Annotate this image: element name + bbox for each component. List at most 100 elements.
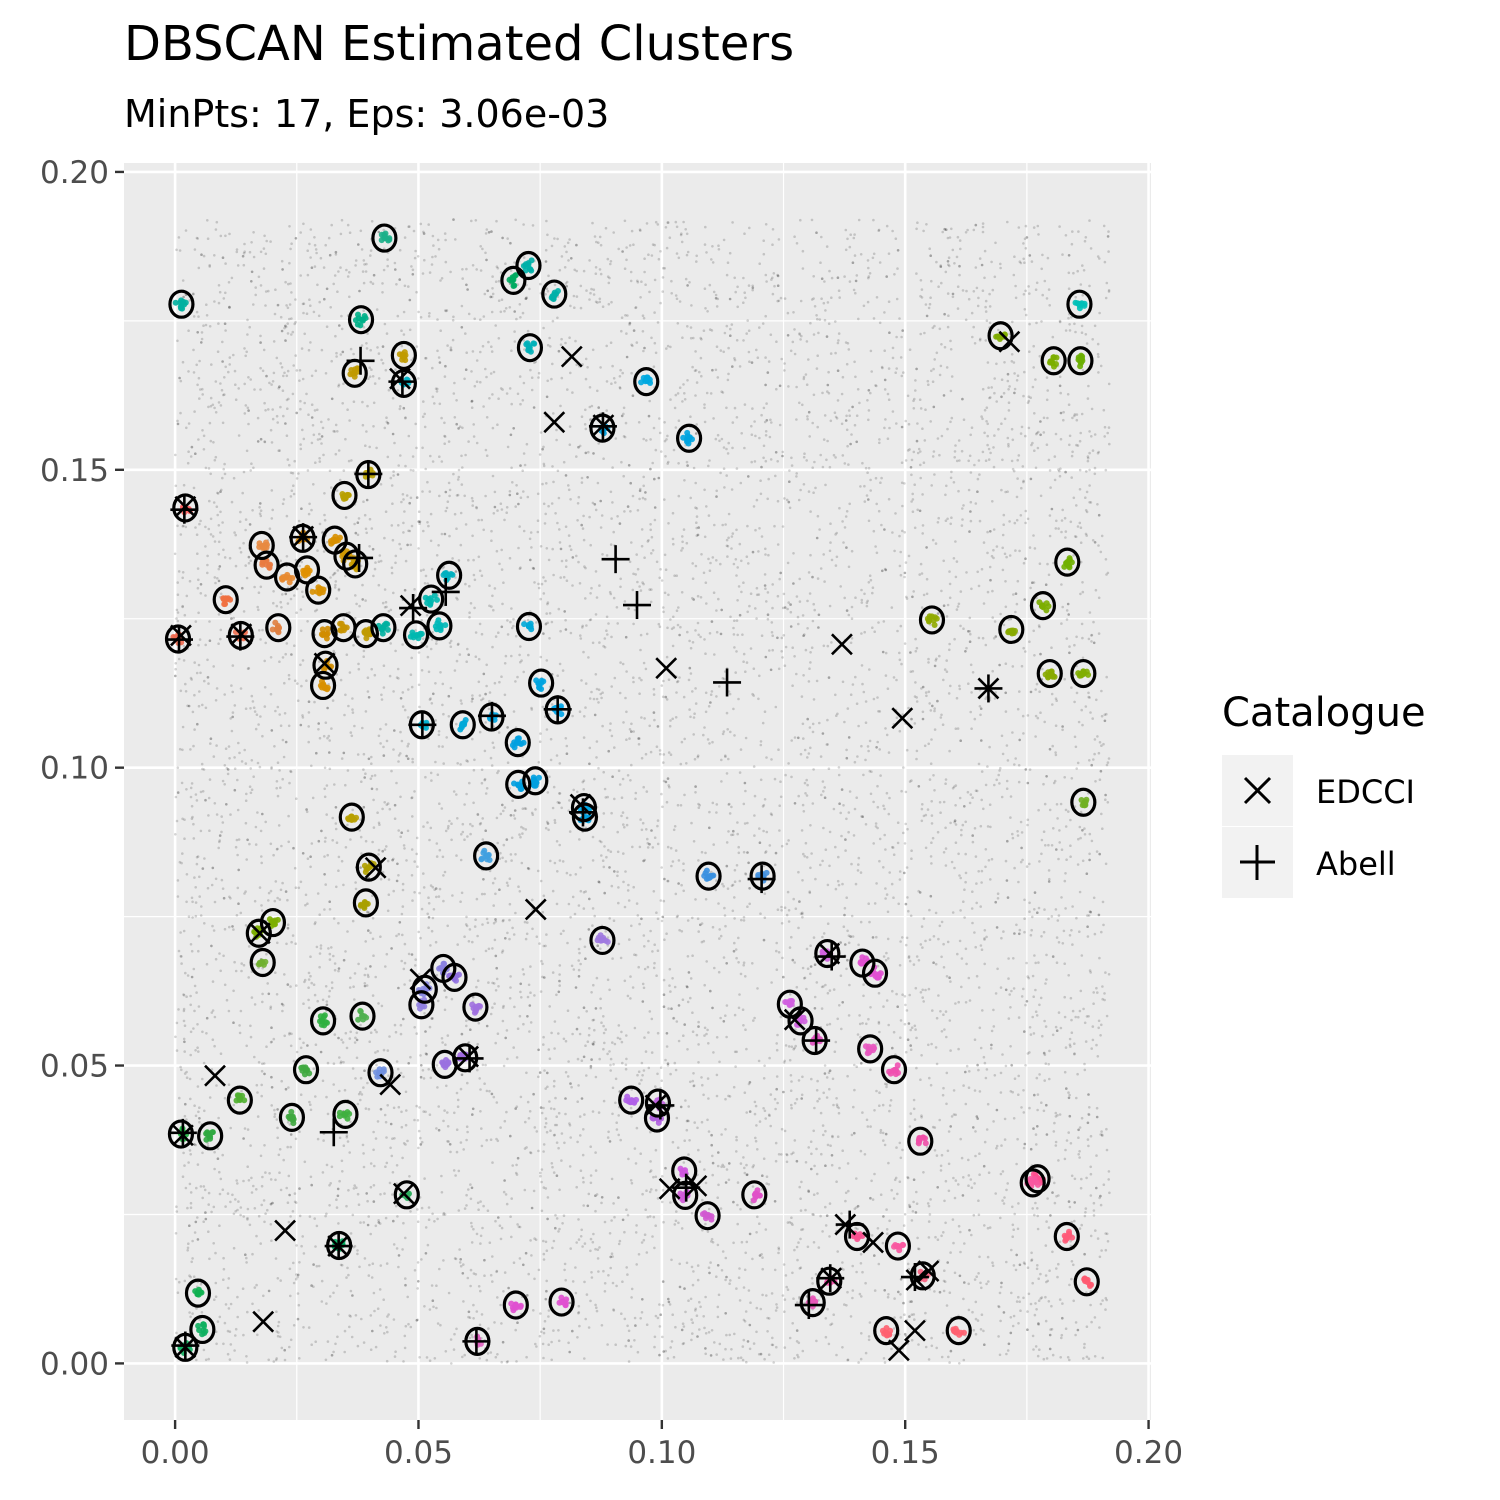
- background-point: [829, 1144, 832, 1147]
- background-point: [882, 866, 885, 869]
- background-point: [668, 984, 671, 987]
- background-point: [801, 1228, 805, 1231]
- background-point: [197, 266, 201, 270]
- background-point: [1001, 568, 1005, 572]
- background-point: [718, 937, 721, 940]
- background-point: [554, 512, 557, 515]
- background-point: [1008, 993, 1011, 996]
- background-point: [887, 252, 891, 255]
- background-point: [519, 1095, 523, 1099]
- background-point: [351, 697, 354, 700]
- background-point: [542, 1035, 545, 1039]
- background-point: [977, 762, 981, 766]
- background-point: [979, 1281, 982, 1285]
- background-point: [1022, 987, 1025, 991]
- background-point: [307, 413, 310, 417]
- background-point: [899, 1019, 903, 1022]
- background-point: [197, 663, 201, 667]
- background-point: [599, 997, 602, 1001]
- background-point: [757, 550, 760, 553]
- background-point: [612, 1063, 615, 1066]
- background-point: [626, 889, 630, 892]
- background-point: [183, 613, 187, 617]
- background-point: [798, 600, 802, 603]
- background-point: [663, 591, 667, 595]
- background-point: [287, 397, 290, 401]
- background-point: [504, 654, 508, 658]
- background-point: [1035, 682, 1039, 686]
- background-point: [1007, 957, 1010, 960]
- background-point: [228, 556, 232, 560]
- background-point: [744, 736, 748, 740]
- background-point: [1048, 877, 1051, 881]
- background-point: [525, 1071, 528, 1075]
- background-point: [790, 1045, 794, 1048]
- background-point: [214, 581, 217, 585]
- background-point: [558, 1227, 561, 1231]
- background-point: [403, 1334, 407, 1338]
- background-point: [643, 556, 646, 559]
- background-point: [577, 959, 580, 962]
- background-point: [1002, 513, 1006, 517]
- background-point: [799, 1209, 803, 1212]
- background-point: [426, 1243, 430, 1247]
- background-point: [625, 1266, 628, 1269]
- background-point: [279, 1279, 283, 1282]
- background-point: [434, 255, 437, 258]
- background-point: [1048, 1049, 1051, 1053]
- background-point: [610, 884, 614, 888]
- background-point: [682, 220, 685, 224]
- background-point: [632, 572, 635, 576]
- background-point: [1000, 488, 1003, 492]
- background-point: [566, 388, 569, 391]
- background-point: [175, 1021, 179, 1025]
- background-point: [186, 1206, 189, 1210]
- background-point: [683, 398, 687, 401]
- background-point: [322, 734, 326, 738]
- background-point: [194, 1220, 198, 1224]
- background-point: [890, 606, 894, 609]
- background-point: [866, 745, 870, 748]
- background-point: [835, 417, 839, 420]
- background-point: [295, 477, 299, 480]
- background-point: [627, 1360, 631, 1363]
- background-point: [299, 723, 303, 727]
- background-point: [1080, 412, 1084, 416]
- background-point: [495, 1269, 499, 1273]
- background-point: [899, 1277, 903, 1281]
- background-point: [1027, 426, 1031, 430]
- background-point: [259, 437, 263, 441]
- background-point: [204, 1217, 208, 1221]
- background-point: [1024, 768, 1028, 771]
- background-point: [423, 258, 426, 262]
- background-point: [1087, 1357, 1091, 1360]
- background-point: [524, 1251, 528, 1255]
- background-point: [685, 253, 689, 257]
- background-point: [1017, 1016, 1021, 1019]
- background-point: [674, 1325, 677, 1329]
- background-point: [630, 730, 633, 733]
- background-point: [867, 581, 871, 584]
- background-point: [811, 619, 815, 623]
- background-point: [407, 952, 411, 956]
- background-point: [1032, 1032, 1036, 1035]
- background-point: [285, 434, 289, 438]
- background-point: [511, 926, 514, 930]
- background-point: [739, 1356, 743, 1359]
- background-point: [234, 564, 238, 568]
- background-point: [697, 526, 700, 529]
- background-point: [949, 339, 952, 343]
- background-point: [666, 344, 670, 348]
- background-point: [658, 576, 661, 580]
- background-point: [673, 1223, 677, 1226]
- background-point: [694, 629, 697, 632]
- background-point: [1001, 1053, 1004, 1056]
- background-point: [771, 276, 774, 280]
- background-point: [957, 439, 961, 442]
- background-point: [1036, 911, 1039, 914]
- background-point: [354, 617, 357, 620]
- background-point: [642, 484, 645, 488]
- background-point: [939, 265, 943, 269]
- background-point: [428, 838, 431, 842]
- background-point: [904, 459, 908, 462]
